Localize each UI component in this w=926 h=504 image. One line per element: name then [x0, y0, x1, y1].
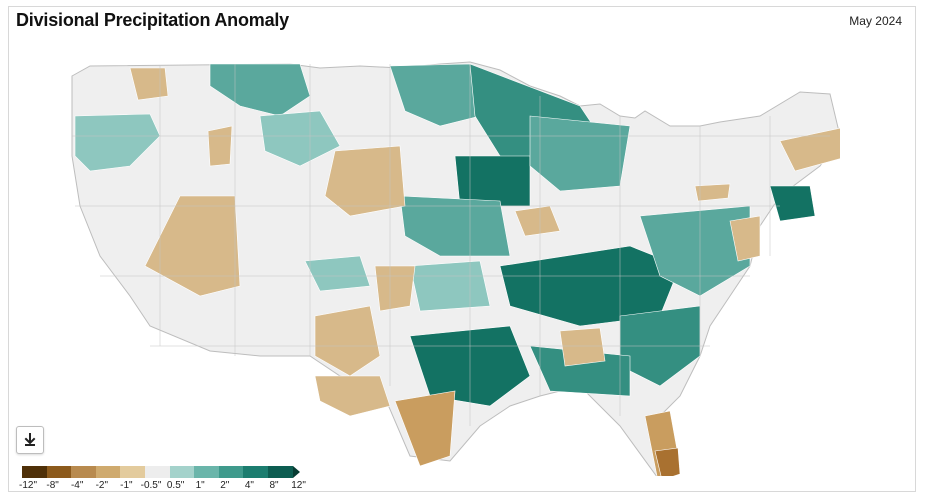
northern-plains-wet [389, 63, 481, 127]
new-england-wet [769, 185, 816, 222]
legend-label: -8" [46, 480, 59, 491]
dry-divisions [129, 67, 840, 476]
northeast-dry [779, 127, 840, 172]
legend-swatch [194, 466, 219, 478]
legend-label: -4" [70, 480, 84, 491]
legend-swatch [46, 466, 72, 478]
oklahoma-wet [409, 260, 491, 312]
southwest-dry [314, 305, 381, 377]
legend-swatch [71, 466, 96, 478]
legend-swatch [243, 466, 268, 478]
page-title: Divisional Precipitation Anomaly [16, 10, 289, 30]
mid-atlantic-wet [639, 205, 751, 297]
legend-swatch [95, 466, 121, 478]
iowa-wet-core [454, 155, 531, 207]
illinois-dry [514, 205, 561, 237]
colorado-wyoming-dry [324, 145, 406, 217]
pacific-northwest-wet [74, 113, 161, 172]
legend-label: 0.5" [166, 480, 185, 491]
legend-label: 1" [195, 480, 205, 491]
legend-label: 4" [244, 480, 254, 491]
legend-label: 12" [291, 480, 306, 491]
idaho-dry [207, 125, 233, 167]
south-texas-dry [394, 390, 456, 467]
download-button[interactable] [16, 426, 44, 454]
legend-label: -0.5" [140, 480, 162, 491]
nevada-utah-dry [144, 195, 241, 297]
legend-label: -2" [95, 480, 109, 491]
legend-swatch [144, 466, 170, 478]
kansas-dry [374, 265, 416, 312]
legend-labels: -12" -8" -4" -2" -1" -0.5" 0.5" 1" 2" 4" 8" 12" [18, 480, 322, 494]
colorado-kansas-wet [304, 255, 371, 292]
legend-label: 2" [220, 480, 230, 491]
legend-color-bar [22, 466, 322, 478]
west-texas-dry [314, 375, 391, 417]
precipitation-map [71, 61, 840, 476]
new-jersey-dry [729, 215, 761, 262]
great-lakes-wet [529, 115, 631, 192]
legend-arrow [292, 466, 300, 478]
date-label: May 2024 [849, 14, 902, 28]
washington-dry [129, 67, 169, 101]
legend-swatch [22, 466, 47, 478]
new-york-dry [694, 183, 731, 202]
legend-label: -1" [120, 480, 133, 491]
legend-label: 8" [269, 480, 279, 491]
legend: -12" -8" -4" -2" -1" -0.5" 0.5" 1" 2" 4" 8" 12" [18, 466, 322, 494]
division-boundaries [72, 64, 830, 426]
legend-label: -12" [18, 480, 38, 491]
central-plains-wet [399, 195, 511, 257]
florida-south-dry [654, 447, 681, 476]
download-icon [24, 433, 36, 446]
legend-swatch [218, 466, 244, 478]
legend-swatch [120, 466, 145, 478]
legend-swatch [169, 466, 195, 478]
legend-swatch [267, 466, 293, 478]
alabama-dry [559, 327, 606, 367]
